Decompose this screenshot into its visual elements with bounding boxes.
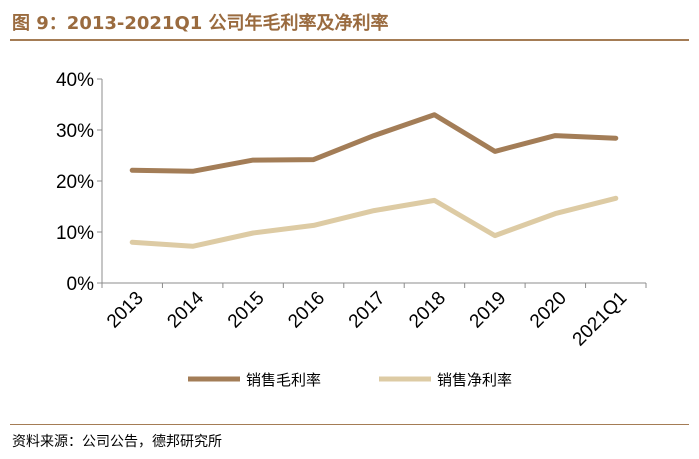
y-tick-label: 40% xyxy=(56,70,94,91)
x-tick-label: 2017 xyxy=(345,288,390,333)
title-rule xyxy=(10,39,689,41)
x-tick-label: 2020 xyxy=(526,288,571,333)
x-tick-label: 2014 xyxy=(163,287,208,332)
x-tick-label: 2013 xyxy=(103,288,148,333)
axes: 0% 10% 20% 30% 40% 2013 2014 2015 2016 2017 2018 20… xyxy=(56,70,647,351)
y-tick-label: 30% xyxy=(56,121,94,142)
y-tick-label: 10% xyxy=(56,223,94,244)
legend-label-2: 销售净利率 xyxy=(437,371,512,389)
figure-title: 图 9：2013-2021Q1 公司年毛利率及净利率 xyxy=(12,13,389,34)
legend: 销售毛利率 销售净利率 xyxy=(188,371,512,389)
y-tick-label: 0% xyxy=(67,274,95,295)
series-line-2 xyxy=(129,195,619,249)
x-tick-label: 2015 xyxy=(224,288,269,333)
source-note: 资料来源：公司公告，德邦研究所 xyxy=(12,434,222,450)
source-rule xyxy=(10,424,689,425)
x-tick-label: 2018 xyxy=(405,288,450,333)
x-tick-label: 2021Q1 xyxy=(569,288,632,351)
x-tick-label: 2019 xyxy=(466,288,511,333)
series-lines xyxy=(129,112,619,249)
legend-label-1: 销售毛利率 xyxy=(246,371,321,389)
y-tick-label: 20% xyxy=(56,172,94,193)
series-line-1 xyxy=(129,112,619,174)
x-tick-label: 2016 xyxy=(284,288,329,333)
